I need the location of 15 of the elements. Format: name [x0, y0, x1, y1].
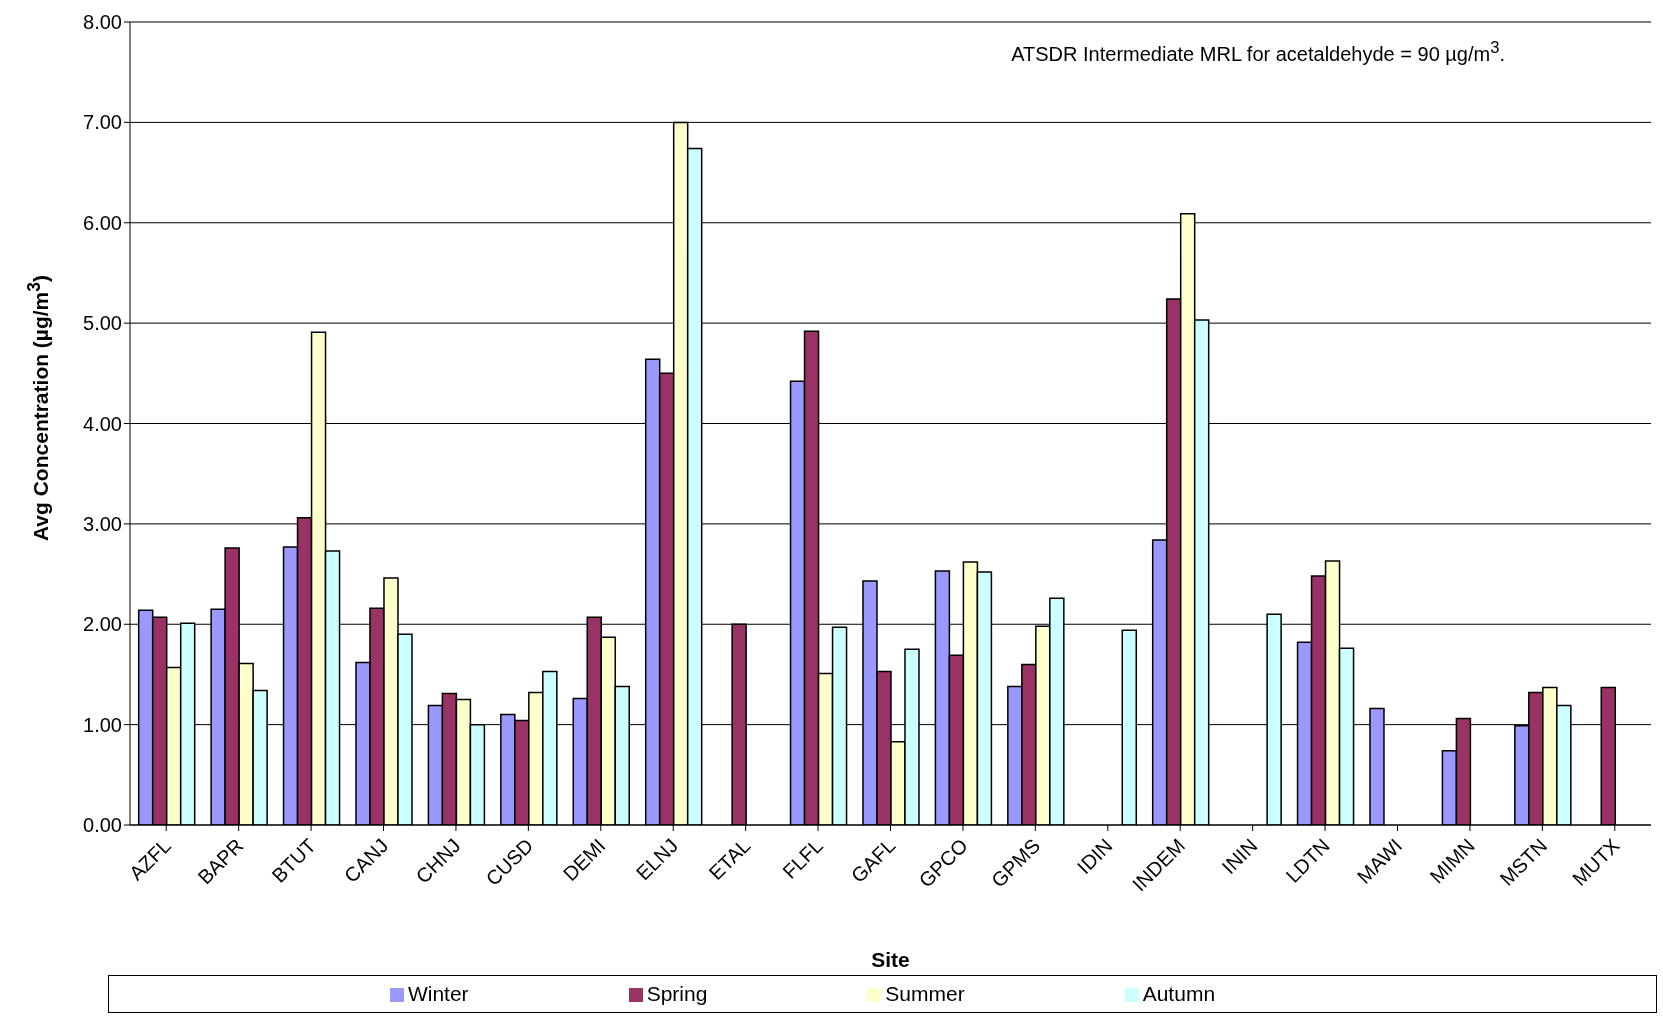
legend-label: Spring	[646, 982, 708, 1005]
y-tick-label: 4.00	[83, 412, 122, 435]
y-tick-label: 2.00	[83, 613, 122, 636]
y-tick-label: 7.00	[83, 111, 122, 134]
y-tick-label: 0.00	[83, 814, 122, 837]
legend-label: Autumn	[1142, 982, 1216, 1005]
y-tick-label: 6.00	[83, 211, 122, 234]
y-tick-label: 1.00	[83, 713, 122, 736]
annotation: ATSDR Intermediate MRL for acetaldehyde = 90 µg/m$^{3}$.	[1011, 38, 1505, 66]
legend-label: Summer	[885, 982, 965, 1005]
y-tick-label: 8.00	[83, 11, 122, 34]
y-tick-label: 5.00	[83, 312, 122, 335]
legend-label: Winter	[407, 982, 469, 1005]
x-axis-title: Site	[871, 948, 910, 971]
y-tick-label: 3.00	[83, 512, 122, 535]
